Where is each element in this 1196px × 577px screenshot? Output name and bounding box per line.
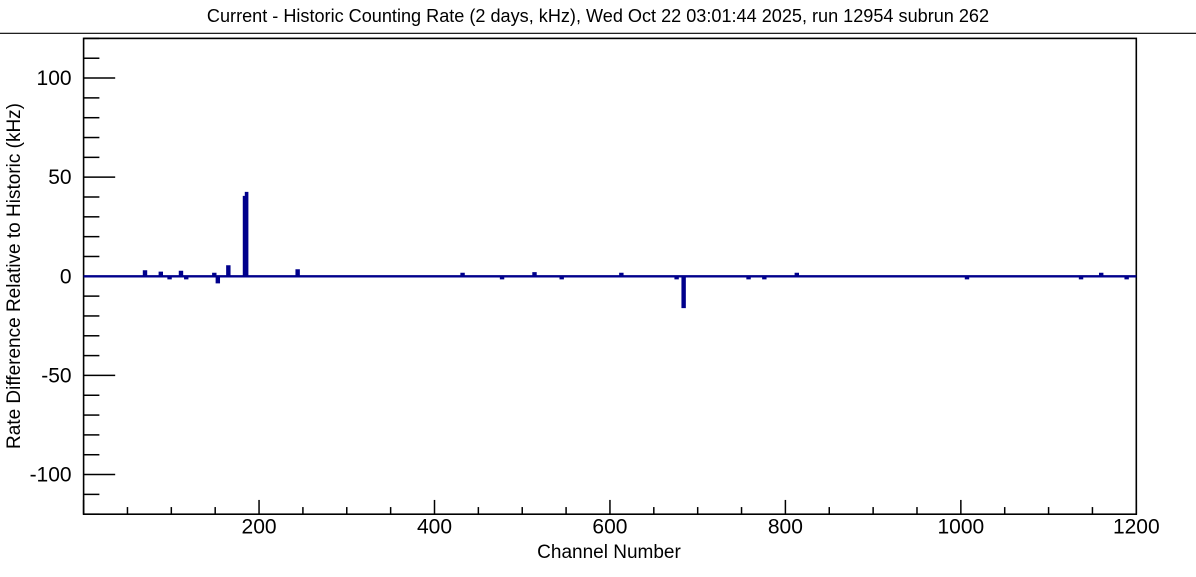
svg-text:Channel Number: Channel Number — [537, 542, 681, 563]
svg-text:200: 200 — [242, 516, 277, 539]
svg-text:-100: -100 — [30, 464, 72, 487]
svg-text:Rate Difference Relative to Hi: Rate Difference Relative to Historic (kH… — [4, 103, 25, 449]
svg-text:800: 800 — [768, 516, 803, 539]
svg-text:100: 100 — [37, 67, 72, 90]
svg-text:1000: 1000 — [937, 516, 984, 539]
svg-text:Current - Historic Counting Ra: Current - Historic Counting Rate (2 days… — [207, 6, 989, 26]
svg-text:0: 0 — [60, 265, 72, 288]
svg-text:50: 50 — [48, 166, 71, 189]
svg-text:600: 600 — [592, 516, 627, 539]
svg-text:1200: 1200 — [1113, 516, 1160, 539]
svg-text:-50: -50 — [41, 364, 71, 387]
svg-text:400: 400 — [417, 516, 452, 539]
